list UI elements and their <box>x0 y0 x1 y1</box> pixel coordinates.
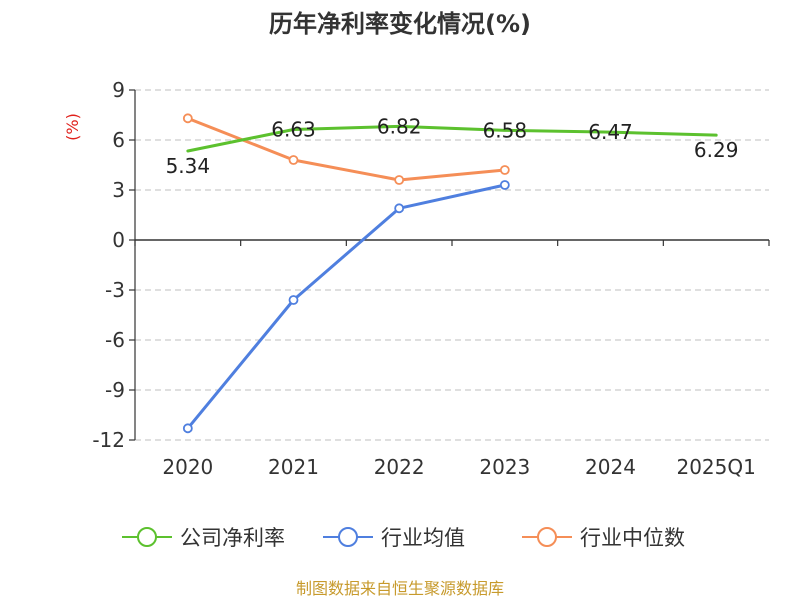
data-point <box>499 180 510 190</box>
data-label: 6.47 <box>588 120 633 144</box>
chart-title: 历年净利率变化情况(%) <box>269 10 531 38</box>
data-label: 6.63 <box>271 118 316 142</box>
series-layer <box>182 113 718 434</box>
data-labels: 5.34 6.63 6.82 6.58 6.47 6.29 <box>166 114 739 178</box>
data-point <box>394 203 405 214</box>
data-point <box>499 165 510 175</box>
y-tick-label: -12 <box>92 428 125 452</box>
x-tick-labels: 2020 2021 2022 2023 2024 2025Q1 <box>162 455 755 479</box>
x-tick-label: 2024 <box>585 455 636 479</box>
y-tick-labels: 9 6 3 0 -3 -6 -9 -12 <box>92 78 125 452</box>
y-tick-label: 9 <box>112 78 125 102</box>
legend-label: 行业中位数 <box>580 526 685 550</box>
legend: 公司净利率 行业均值 行业中位数 <box>122 526 685 550</box>
y-tick-label: 0 <box>112 228 125 252</box>
data-point <box>288 295 299 305</box>
x-tick-label: 2022 <box>374 455 425 479</box>
x-tick-label: 2021 <box>268 455 319 479</box>
data-label: 6.82 <box>377 114 422 138</box>
x-tick-label: 2023 <box>479 455 530 479</box>
data-label: 6.29 <box>694 138 739 162</box>
y-tick-label: -6 <box>105 328 125 352</box>
data-label: 6.58 <box>483 118 528 142</box>
data-point <box>394 175 405 185</box>
legend-marker <box>338 527 358 547</box>
legend-label: 行业均值 <box>381 526 465 550</box>
y-tick-label: 6 <box>112 128 125 152</box>
data-label: 5.34 <box>166 154 211 178</box>
y-tick-label: -9 <box>105 378 125 402</box>
series-line-1 <box>186 183 507 430</box>
series-line-0 <box>186 124 718 153</box>
x-tick-label: 2025Q1 <box>676 455 755 479</box>
axes <box>129 89 770 441</box>
data-point <box>288 155 299 165</box>
source-note: 制图数据来自恒生聚源数据库 <box>296 579 504 598</box>
legend-label: 公司净利率 <box>180 526 285 550</box>
legend-marker <box>537 527 557 547</box>
x-tick-label: 2020 <box>162 455 213 479</box>
y-tick-label: 3 <box>112 178 125 202</box>
data-point <box>182 113 193 124</box>
y-tick-label: -3 <box>105 278 125 302</box>
y-axis-label: (%) <box>63 113 82 141</box>
legend-marker <box>137 527 157 547</box>
data-point <box>182 423 193 434</box>
